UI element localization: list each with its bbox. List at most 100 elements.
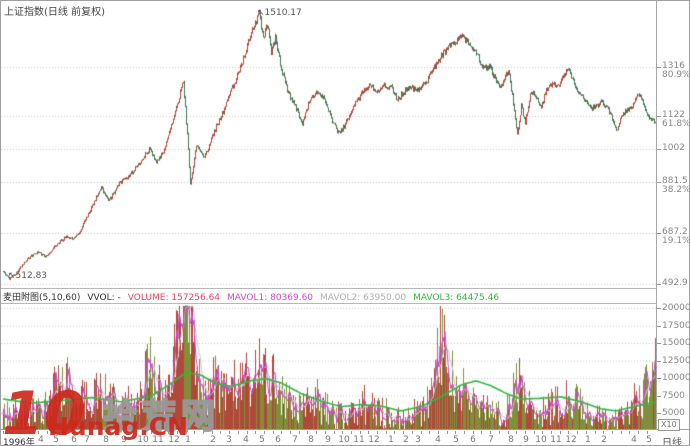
arrow-up-left-icon: ↖: [8, 271, 16, 281]
timeline-tick: [508, 431, 509, 434]
timeline-tick: [360, 431, 361, 434]
timeline-tick: [621, 431, 622, 434]
timeline-label: 3: [226, 435, 232, 445]
volume-scale-label: 17500: [662, 320, 690, 331]
axis-tick-mark: [657, 308, 661, 309]
timeline-tick: [481, 431, 482, 434]
timeline-tick: [160, 431, 161, 434]
volume-scale-label: 10000: [662, 373, 690, 383]
timeline-tick: [273, 431, 274, 434]
timeline-tick: [151, 431, 152, 434]
timeline-label: 5: [453, 435, 459, 445]
timeline-tick: [20, 431, 21, 434]
timeline-tick: [316, 431, 317, 434]
timeline-label: 7: [488, 435, 494, 445]
low-value: 512.83: [15, 271, 48, 281]
timeline-tick: [368, 431, 369, 434]
timeline-label: 1: [388, 435, 394, 445]
timeline-tick: [403, 431, 404, 434]
volume-header: 麦田附图(5,10,60) VVOL: - VOLUME: 157256.64 MAV…: [1, 290, 657, 303]
timeline-tick: [490, 431, 491, 434]
timeline-tick: [212, 431, 213, 434]
mavol1-label: MAVOL1: 80369.60: [227, 293, 314, 303]
timeline-label: 12: [168, 435, 180, 445]
timeline-tick: [438, 431, 439, 434]
timeline-label: 6: [275, 435, 281, 445]
timeline-label: 1: [185, 435, 191, 445]
timeline-label: 3: [415, 435, 421, 445]
timeline-tick: [255, 431, 256, 434]
timeline-tick: [603, 431, 604, 434]
timeline-tick: [429, 431, 430, 434]
timeline-tick: [377, 431, 378, 434]
axis-tick-mark: [657, 67, 661, 68]
timeline-tick: [612, 431, 613, 434]
watermark-logo-10: 10: [2, 379, 86, 446]
timeline-label: 2: [403, 435, 409, 445]
volume-multiplier-badge: X10: [658, 419, 680, 431]
watermark-url: Hunag.CN: [48, 412, 189, 441]
timeline-tick: [29, 431, 30, 434]
timeline-tick: [186, 431, 187, 434]
timeline-label: 12: [565, 435, 577, 445]
axis-tick-mark: [657, 413, 661, 414]
timeline-tick: [647, 431, 648, 434]
volume-scale-label: 12500: [662, 355, 690, 366]
timeline-tick: [629, 431, 630, 434]
timeline-tick: [577, 431, 578, 434]
timeline-tick: [542, 431, 543, 434]
volume-scale-label: 20000: [662, 303, 690, 313]
timeline-tick: [142, 431, 143, 434]
timeline-tick: [447, 431, 448, 434]
timeline-tick: [394, 431, 395, 434]
price-level-label: 1316 80.9%: [662, 61, 690, 80]
mavol3-label: MAVOL3: 64475.46: [413, 293, 500, 303]
pane-divider: [1, 288, 657, 289]
pane-divider: [1, 303, 657, 304]
timeline-tick: [560, 431, 561, 434]
timeline-tick: [455, 431, 456, 434]
axis-tick-mark: [657, 149, 661, 150]
timeline-tick: [81, 431, 82, 434]
timeline-tick: [595, 431, 596, 434]
timeline-tick: [281, 431, 282, 434]
timeline-tick: [534, 431, 535, 434]
timeline-label: 6: [71, 435, 77, 445]
axis-divider: [656, 1, 657, 445]
timeline-label: 11: [353, 435, 365, 445]
timeline-label: 5: [53, 435, 59, 445]
timeline-label: 6: [470, 435, 476, 445]
timeline-label: 1996年: [3, 438, 35, 446]
price-level-label: 1122 61.8%: [662, 110, 690, 129]
price-chart-canvas[interactable]: [1, 1, 657, 288]
vvol-label: VVOL: -: [87, 293, 121, 303]
timeline-tick: [177, 431, 178, 434]
timeline-tick: [220, 431, 221, 434]
volume-scale-label: 15000: [662, 338, 690, 348]
low-annotation: ↖512.83: [8, 271, 47, 281]
period-button[interactable]: 日线: [662, 438, 682, 446]
timeline-tick: [73, 431, 74, 434]
timeline-tick: [125, 431, 126, 434]
timeline-tick: [194, 431, 195, 434]
timeline-tick: [638, 431, 639, 434]
timeline-label: 7: [292, 435, 298, 445]
indicator-name: 麦田附图(5,10,60): [3, 293, 81, 303]
chart-title: 上证指数(日线 前复权): [4, 7, 105, 18]
axis-tick-mark: [657, 233, 661, 234]
timeline-tick: [499, 431, 500, 434]
price-level-label: 492.9: [662, 278, 688, 288]
timeline-label: 12: [368, 435, 380, 445]
axis-tick-mark: [657, 395, 661, 397]
timeline-axis: 1996年 4 5 6 7 8 9 10 11 12 1 2 3 4 5 6 7 8 9 10 11 12 1 2 3 4 5 6 7 8…: [1, 429, 689, 446]
timeline-tick: [299, 431, 300, 434]
volume-chart-canvas[interactable]: [1, 304, 657, 429]
timeline-label: 10: [338, 435, 350, 445]
timeline-tick: [55, 431, 56, 434]
watermark-site-name: 拾荒网: [102, 396, 220, 438]
axis-tick-mark: [657, 325, 661, 327]
arrow-up-left-icon: ↖: [257, 8, 265, 18]
timeline-tick: [38, 431, 39, 434]
timeline-label: 4: [38, 435, 44, 445]
